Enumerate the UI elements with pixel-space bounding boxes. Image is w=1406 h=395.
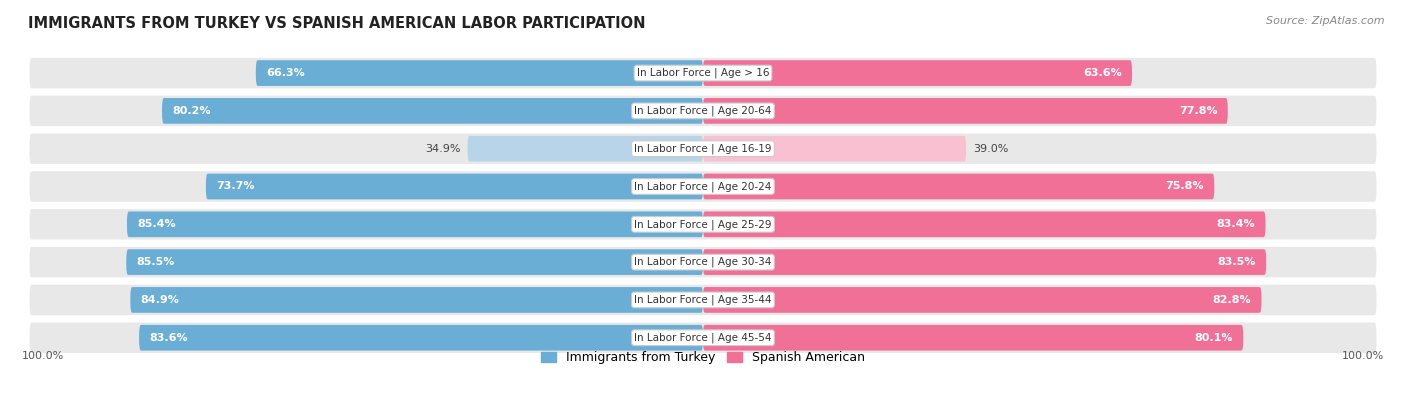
Text: In Labor Force | Age 25-29: In Labor Force | Age 25-29: [634, 219, 772, 229]
Text: 80.1%: 80.1%: [1195, 333, 1233, 343]
FancyBboxPatch shape: [28, 246, 1378, 278]
FancyBboxPatch shape: [28, 95, 1378, 127]
FancyBboxPatch shape: [28, 170, 1378, 203]
FancyBboxPatch shape: [256, 60, 703, 86]
FancyBboxPatch shape: [28, 322, 1378, 354]
FancyBboxPatch shape: [162, 98, 703, 124]
FancyBboxPatch shape: [127, 249, 703, 275]
Text: 80.2%: 80.2%: [172, 106, 211, 116]
Text: 100.0%: 100.0%: [21, 351, 65, 361]
Text: 84.9%: 84.9%: [141, 295, 180, 305]
FancyBboxPatch shape: [28, 284, 1378, 316]
Text: 63.6%: 63.6%: [1083, 68, 1122, 78]
Text: In Labor Force | Age 45-54: In Labor Force | Age 45-54: [634, 333, 772, 343]
Text: 100.0%: 100.0%: [1341, 351, 1385, 361]
FancyBboxPatch shape: [703, 211, 1265, 237]
FancyBboxPatch shape: [139, 325, 703, 351]
FancyBboxPatch shape: [28, 132, 1378, 165]
Legend: Immigrants from Turkey, Spanish American: Immigrants from Turkey, Spanish American: [540, 351, 866, 364]
FancyBboxPatch shape: [127, 211, 703, 237]
Text: IMMIGRANTS FROM TURKEY VS SPANISH AMERICAN LABOR PARTICIPATION: IMMIGRANTS FROM TURKEY VS SPANISH AMERIC…: [28, 16, 645, 31]
FancyBboxPatch shape: [703, 287, 1261, 313]
Text: 85.5%: 85.5%: [136, 257, 174, 267]
Text: 77.8%: 77.8%: [1180, 106, 1218, 116]
Text: 39.0%: 39.0%: [973, 144, 1008, 154]
FancyBboxPatch shape: [703, 136, 966, 162]
Text: 73.7%: 73.7%: [217, 181, 254, 192]
Text: In Labor Force | Age 20-64: In Labor Force | Age 20-64: [634, 105, 772, 116]
Text: Source: ZipAtlas.com: Source: ZipAtlas.com: [1267, 16, 1385, 26]
FancyBboxPatch shape: [205, 174, 703, 199]
Text: In Labor Force | Age 16-19: In Labor Force | Age 16-19: [634, 143, 772, 154]
Text: In Labor Force | Age 30-34: In Labor Force | Age 30-34: [634, 257, 772, 267]
Text: In Labor Force | Age 20-24: In Labor Force | Age 20-24: [634, 181, 772, 192]
FancyBboxPatch shape: [468, 136, 703, 162]
Text: 85.4%: 85.4%: [138, 219, 176, 229]
Text: 83.6%: 83.6%: [149, 333, 188, 343]
Text: 83.5%: 83.5%: [1218, 257, 1256, 267]
FancyBboxPatch shape: [703, 60, 1132, 86]
FancyBboxPatch shape: [28, 57, 1378, 89]
Text: 82.8%: 82.8%: [1213, 295, 1251, 305]
Text: In Labor Force | Age 35-44: In Labor Force | Age 35-44: [634, 295, 772, 305]
FancyBboxPatch shape: [131, 287, 703, 313]
FancyBboxPatch shape: [703, 325, 1243, 351]
Text: 34.9%: 34.9%: [426, 144, 461, 154]
Text: 83.4%: 83.4%: [1216, 219, 1256, 229]
FancyBboxPatch shape: [703, 249, 1267, 275]
FancyBboxPatch shape: [703, 98, 1227, 124]
Text: 75.8%: 75.8%: [1166, 181, 1204, 192]
Text: In Labor Force | Age > 16: In Labor Force | Age > 16: [637, 68, 769, 78]
FancyBboxPatch shape: [703, 174, 1215, 199]
FancyBboxPatch shape: [28, 208, 1378, 241]
Text: 66.3%: 66.3%: [266, 68, 305, 78]
